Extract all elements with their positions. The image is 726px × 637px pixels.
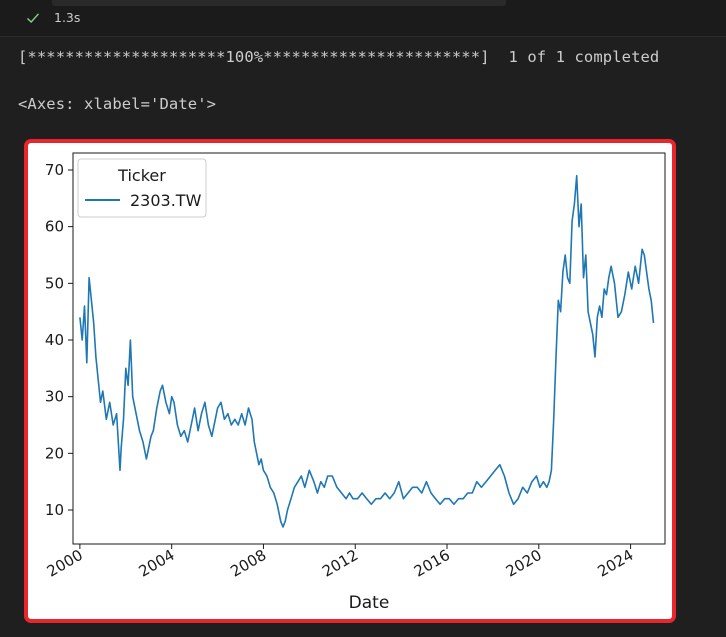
y-tick-label: 60 xyxy=(45,218,64,236)
chart-figure: 10 20 30 40 50 60 70 2000 2004 2008 2012 2016 2020 20… xyxy=(24,139,676,623)
y-tick-label: 70 xyxy=(45,161,64,179)
axes-repr-text: <Axes: xlabel='Date'> xyxy=(18,95,217,113)
legend-box xyxy=(77,158,207,218)
previous-cell-edge xyxy=(52,0,506,6)
plot-area-border xyxy=(72,152,666,545)
check-icon xyxy=(27,12,40,23)
legend-entry-2303-tw: 2303.TW xyxy=(130,191,202,210)
x-axis-label: Date xyxy=(349,593,390,613)
x-tick-label: 2012 xyxy=(319,546,361,581)
cell-status-bar: 1.3s xyxy=(0,0,726,37)
y-tick-label: 40 xyxy=(45,331,64,349)
line-chart: 10 20 30 40 50 60 70 2000 2004 2008 2012 2016 2020 20… xyxy=(44,152,666,613)
x-tick-label: 2020 xyxy=(503,546,545,581)
legend-title: Ticker xyxy=(117,166,166,185)
x-tick-label: 2008 xyxy=(227,546,269,581)
execution-time: 1.3s xyxy=(54,10,81,25)
series-line-2303-tw xyxy=(79,174,655,528)
y-tick-label: 20 xyxy=(45,444,64,462)
x-tick-label: 2004 xyxy=(136,546,178,581)
download-progress-text: [*********************100%**************… xyxy=(18,48,660,66)
execution-status: 1.3s xyxy=(26,10,80,25)
y-tick-label: 10 xyxy=(45,501,64,519)
x-tick-label: 2000 xyxy=(44,546,86,581)
x-tick-label: 2016 xyxy=(411,546,453,581)
y-tick-label: 30 xyxy=(45,388,64,406)
y-tick-label: 50 xyxy=(45,274,64,292)
x-tick-label: 2024 xyxy=(595,546,637,581)
